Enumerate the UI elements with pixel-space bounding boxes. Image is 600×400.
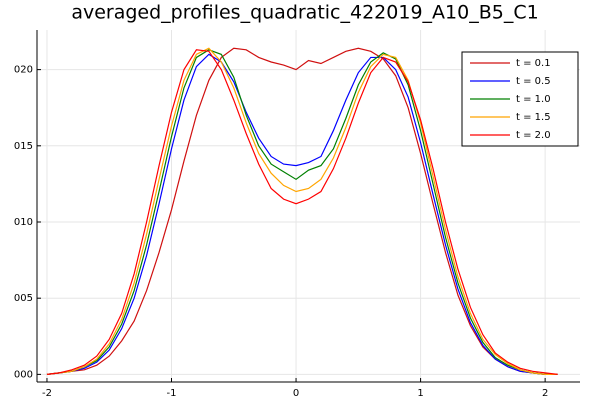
- legend-label: t = 1.5: [516, 112, 551, 123]
- chart-title: averaged_profiles_quadratic_422019_A10_B…: [71, 2, 538, 24]
- legend-label: t = 1.0: [516, 94, 551, 105]
- y-tick-label: 010: [14, 217, 33, 228]
- series-line: [46, 47, 558, 375]
- legend-label: t = 0.5: [516, 76, 551, 87]
- y-tick-label: 020: [14, 65, 33, 76]
- legend: t = 0.1 t = 0.5 t = 1.0 t = 1.5 t = 2.0: [461, 51, 579, 147]
- series-line: [46, 49, 558, 375]
- series-line: [46, 53, 558, 375]
- y-tick-label: 000: [14, 369, 33, 380]
- x-tick-label: 1: [417, 388, 423, 399]
- x-tick-label: -2: [42, 388, 52, 399]
- legend-label: t = 2.0: [516, 130, 551, 141]
- x-tick-label: 2: [542, 388, 548, 399]
- y-tick-label: 015: [14, 141, 33, 152]
- x-tick-label: 0: [293, 388, 299, 399]
- series-line: [46, 47, 558, 375]
- y-tick-label: 005: [14, 293, 33, 304]
- series-line: [46, 49, 558, 375]
- x-tick-label: -1: [167, 388, 177, 399]
- legend-label: t = 0.1: [516, 58, 551, 69]
